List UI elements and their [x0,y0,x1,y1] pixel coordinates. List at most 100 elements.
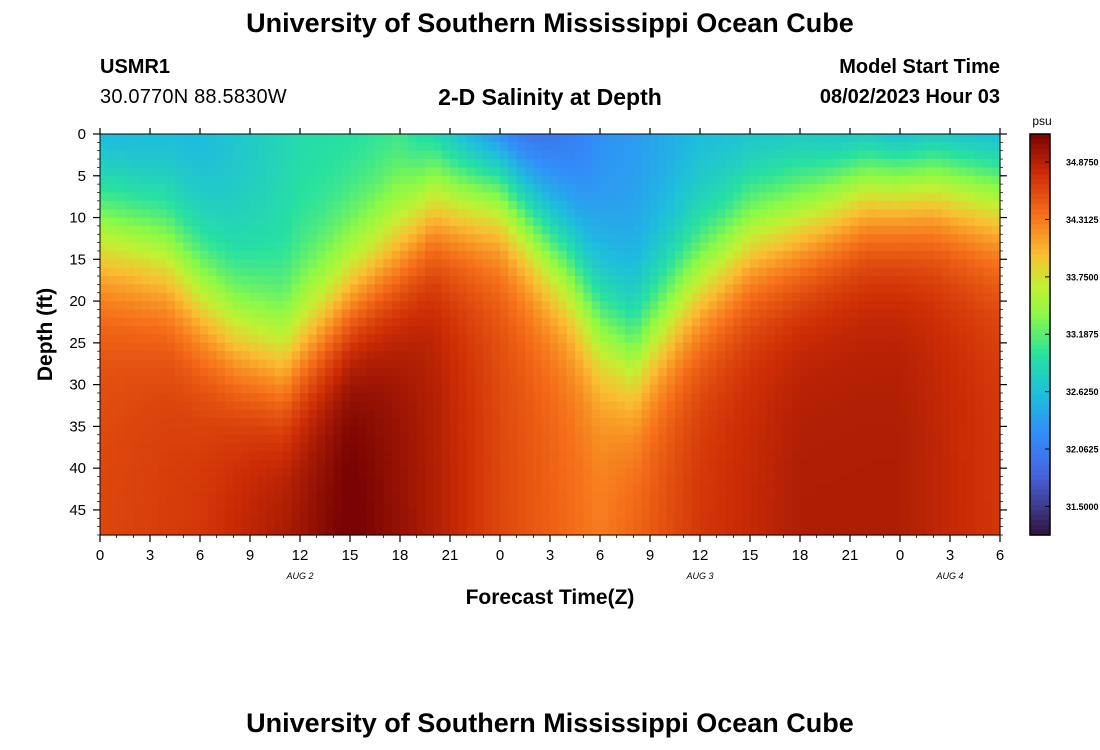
heatmap-cell [325,225,334,235]
heatmap-cell [116,418,126,427]
heatmap-cell [158,267,168,277]
heatmap-cell [750,526,759,536]
heatmap-cell [441,301,451,311]
heatmap-cell [758,426,768,436]
heatmap-cell [725,409,734,419]
heatmap-cell [350,476,359,486]
heatmap-cell [158,150,168,160]
heatmap-cell [883,317,893,327]
heatmap-cell [733,376,743,386]
heatmap-cell [633,426,643,436]
heatmap-cell [258,367,268,377]
heatmap-cell [600,526,609,536]
heatmap-cell [375,159,384,169]
heatmap-cell [666,234,676,244]
heatmap-cell [850,459,859,469]
heatmap-cell [183,392,193,402]
heatmap-cell [675,342,684,352]
heatmap-cell [133,342,143,352]
heatmap-cell [108,242,118,252]
heatmap-cell [475,242,484,252]
heatmap-cell [850,292,859,302]
heatmap-cell [241,167,251,177]
heatmap-cell [616,142,626,152]
heatmap-cell [941,426,951,436]
heatmap-cell [400,159,409,169]
heatmap-cell [916,184,926,194]
heatmap-cell [516,501,526,511]
heatmap-cell [208,301,218,311]
heatmap-cell [191,518,201,528]
heatmap-cell [933,309,943,319]
heatmap-cell [658,526,668,536]
heatmap-cell [533,284,543,294]
heatmap-cell [366,326,376,336]
heatmap-cell [516,484,526,494]
heatmap-cell [233,159,243,169]
heatmap-cell [558,451,568,461]
heatmap-cell [125,309,134,319]
heatmap-cell [383,309,393,319]
heatmap-cell [133,392,143,402]
heatmap-cell [925,134,934,143]
heatmap-cell [941,434,951,444]
heatmap-cell [675,526,684,536]
heatmap-cell [358,276,368,285]
heatmap-cell [450,351,459,361]
heatmap-cell [583,443,593,453]
heatmap-cell [291,234,301,244]
heatmap-cell [666,392,676,402]
heatmap-cell [400,209,409,219]
heatmap-cell [808,367,818,377]
heatmap-cell [933,476,943,486]
heatmap-cell [441,184,451,194]
heatmap-cell [525,234,534,244]
heatmap-cell [883,418,893,427]
heatmap-cell [408,459,418,469]
heatmap-cell [875,509,884,519]
heatmap-cell [441,150,451,160]
heatmap-cell [483,184,493,194]
heatmap-cell [416,476,426,486]
heatmap-cell [166,484,176,494]
heatmap-cell [908,451,918,461]
heatmap-cell [550,384,559,394]
heatmap-cell [925,493,934,503]
heatmap-cell [933,526,943,536]
heatmap-cell [341,384,351,394]
heatmap-cell [408,134,418,143]
heatmap-cell [283,418,293,427]
heatmap-cell [300,225,309,235]
heatmap-cell [591,501,601,511]
heatmap-cell [691,334,701,344]
heatmap-cell [408,351,418,361]
heatmap-cell [341,359,351,369]
heatmap-cell [275,434,284,444]
heatmap-cell [916,134,926,143]
heatmap-cell [766,434,776,444]
heatmap-cell [700,134,709,143]
heatmap-cell [866,509,876,519]
heatmap-cell [858,209,868,219]
heatmap-cell [658,509,668,519]
heatmap-cell [166,317,176,327]
heatmap-cell [208,501,218,511]
heatmap-cell [766,317,776,327]
heatmap-cell [733,225,743,235]
heatmap-cell [691,200,701,210]
heatmap-cell [308,476,318,486]
heatmap-cell [125,150,134,160]
heatmap-cell [716,234,726,244]
heatmap-cell [150,426,159,436]
heatmap-cell [616,359,626,369]
heatmap-cell [908,267,918,277]
heatmap-cell [683,451,693,461]
heatmap-cell [133,234,143,244]
heatmap-cell [800,418,809,427]
heatmap-cell [100,509,109,519]
heatmap-cell [316,250,326,260]
heatmap-cell [175,292,184,302]
heatmap-cell [183,509,193,519]
heatmap-cell [341,276,351,285]
heatmap-cell [175,209,184,219]
